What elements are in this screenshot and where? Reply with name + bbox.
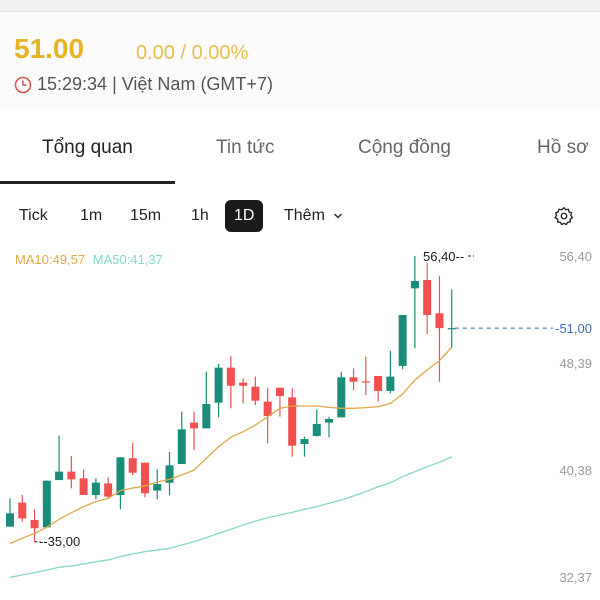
- candle-body: [128, 458, 137, 473]
- timeframe-1h[interactable]: 1h: [191, 207, 209, 224]
- more-timeframes-button[interactable]: Thêm: [284, 200, 343, 232]
- candle-body: [140, 462, 149, 494]
- candle-body: [325, 418, 334, 423]
- candle-body: [239, 382, 248, 386]
- timeframe-1d[interactable]: 1D: [225, 200, 264, 232]
- candle-body: [165, 465, 174, 483]
- timeframe-tick[interactable]: Tick: [19, 207, 48, 224]
- candle-body: [435, 313, 444, 329]
- candle-body: [42, 480, 51, 528]
- price-change: 0.00 / 0.00%: [136, 42, 249, 64]
- chart-settings-button[interactable]: [554, 200, 574, 232]
- candle-body: [410, 280, 419, 289]
- candle-body: [300, 439, 309, 444]
- candle-body: [6, 513, 14, 527]
- y-tick: 40,38: [559, 463, 592, 478]
- chevron-down-icon: [333, 213, 342, 219]
- ma50-line: [9, 456, 452, 578]
- clock-icon: [14, 76, 32, 93]
- candle-body: [374, 375, 383, 391]
- y-tick: 48,39: [559, 356, 592, 371]
- candle-body: [423, 280, 432, 316]
- tab-community[interactable]: Cộng đồng: [358, 137, 451, 158]
- tab-overview[interactable]: Tổng quan: [42, 137, 133, 158]
- candle-body: [251, 386, 260, 401]
- time-text: 15:29:34 | Việt Nam (GMT+7): [37, 74, 273, 94]
- timeframe-1m[interactable]: 1m: [80, 207, 103, 224]
- more-label: Thêm: [284, 207, 325, 224]
- candle-body: [79, 478, 88, 496]
- top-bar: [0, 0, 600, 12]
- y-tick: 56,40: [559, 249, 592, 264]
- candle-body: [275, 387, 284, 397]
- timeframe-15m[interactable]: 15m: [130, 207, 162, 224]
- candle-body: [116, 457, 125, 496]
- candle-body: [337, 377, 346, 418]
- ma50-legend: MA50:41,37: [92, 252, 163, 267]
- candle-body: [361, 381, 370, 383]
- min-price-label: --35,00: [39, 534, 81, 549]
- candle-body: [177, 429, 186, 465]
- last-price-label: -51,00: [555, 321, 592, 336]
- candle-body: [202, 404, 211, 429]
- y-tick: 32,37: [559, 570, 592, 585]
- ma10-line: [9, 346, 453, 544]
- last-price: 51.00: [14, 33, 85, 64]
- candle-body: [91, 482, 100, 496]
- candle-body: [349, 377, 358, 382]
- candle-body: [55, 471, 64, 481]
- tab-bar: Tổng quan Tin tức Cộng đồng Hồ sơ: [0, 122, 600, 184]
- tab-profile[interactable]: Hồ sơ: [537, 137, 589, 158]
- candle-body: [67, 471, 76, 480]
- candle-body: [447, 328, 456, 330]
- candle-body: [153, 484, 162, 491]
- candle-body: [312, 423, 321, 436]
- timestamp: 15:29:34 | Việt Nam (GMT+7): [14, 74, 273, 95]
- candle-body: [190, 422, 199, 429]
- candle-body: [288, 397, 297, 446]
- candle-body: [398, 315, 407, 366]
- candle-body: [30, 519, 39, 529]
- gear-icon: [554, 207, 573, 226]
- active-tab-indicator: [0, 181, 175, 184]
- tab-news[interactable]: Tin tức: [216, 137, 275, 158]
- candle-body: [226, 367, 235, 386]
- ma-legend: MA10:49,57 MA50:41,37: [15, 252, 163, 267]
- candle-body: [263, 401, 272, 417]
- candle-body: [18, 502, 27, 519]
- ma10-legend: MA10:49,57: [15, 252, 86, 267]
- candle-body: [104, 483, 113, 497]
- candle-body: [386, 376, 395, 391]
- quote-header: [0, 12, 600, 110]
- candle-body: [214, 367, 223, 403]
- candlestick-chart[interactable]: [0, 240, 600, 600]
- max-price-label: 56,40--: [423, 249, 465, 264]
